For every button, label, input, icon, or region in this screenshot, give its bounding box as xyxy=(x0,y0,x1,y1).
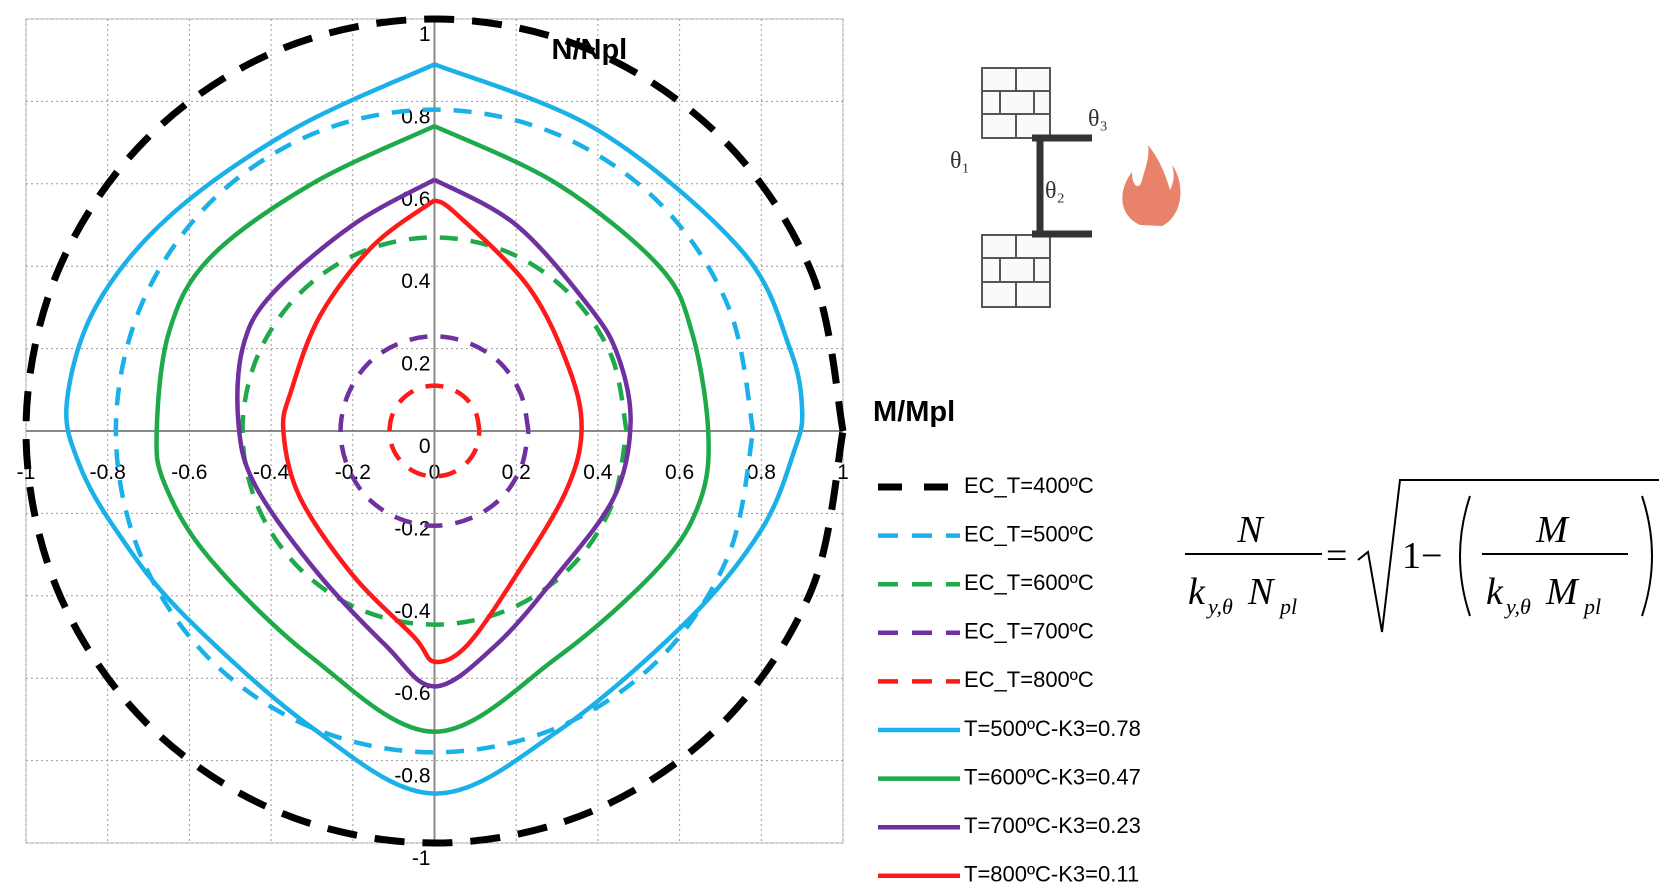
legend-label: T=700ºC-K3=0.23 xyxy=(964,813,1141,838)
theta-label: θ₂ xyxy=(1045,178,1065,204)
legend-label: T=800ºC-K3=0.11 xyxy=(964,862,1139,887)
legend-label: EC_T=800ºC xyxy=(964,667,1094,692)
page: {"chart_data": {"type": "line", "xlabel"… xyxy=(0,0,1659,890)
section-diagram xyxy=(982,68,1180,307)
formula-part: y,θ xyxy=(1504,594,1531,619)
legend-label: EC_T=700ºC xyxy=(964,619,1094,644)
legend-label: EC_T=500ºC xyxy=(964,521,1094,546)
formula-text: N xyxy=(1236,509,1265,551)
theta-label: θ₃ xyxy=(1088,106,1108,132)
x-tick-label: 0.6 xyxy=(665,461,694,484)
y-tick-label: 0.4 xyxy=(401,270,431,293)
x-tick-label: 0.8 xyxy=(747,461,776,484)
x-axis-title: M/Mpl xyxy=(873,396,955,428)
formula-text: M xyxy=(1535,509,1570,551)
theta-label: θ₁ xyxy=(950,148,970,174)
formula-part: M xyxy=(1545,571,1580,613)
y-tick-label: -1 xyxy=(412,847,431,870)
y-tick-label: 0 xyxy=(419,435,431,458)
formula-part: y,θ xyxy=(1206,594,1233,619)
y-tick-label: 0.2 xyxy=(401,353,430,376)
legend-label: T=600ºC-K3=0.47 xyxy=(964,764,1141,789)
formula-text: = xyxy=(1326,535,1347,577)
legend-label: EC_T=400ºC xyxy=(964,473,1094,498)
y-tick-label: 1 xyxy=(419,23,431,46)
legend-label: EC_T=600ºC xyxy=(964,570,1094,595)
formula-part: pl xyxy=(1582,594,1601,619)
formula-part: pl xyxy=(1278,594,1297,619)
formula-text: 1− xyxy=(1402,535,1442,577)
chart: θ₁ θ₂ θ₃ N ky,θNpl = 1− M ky,θMpl -1-0.8… xyxy=(0,0,1659,890)
paren xyxy=(1460,496,1470,616)
legend-label: T=500ºC-K3=0.78 xyxy=(964,716,1141,741)
formula-part: k xyxy=(1188,571,1206,613)
x-tick-label: 0.4 xyxy=(583,461,613,484)
x-tick-label: -0.6 xyxy=(171,461,207,484)
paren xyxy=(1642,496,1652,616)
formula-part: k xyxy=(1486,571,1504,613)
x-tick-label: -0.4 xyxy=(253,461,290,484)
formula-part: N xyxy=(1247,571,1276,613)
